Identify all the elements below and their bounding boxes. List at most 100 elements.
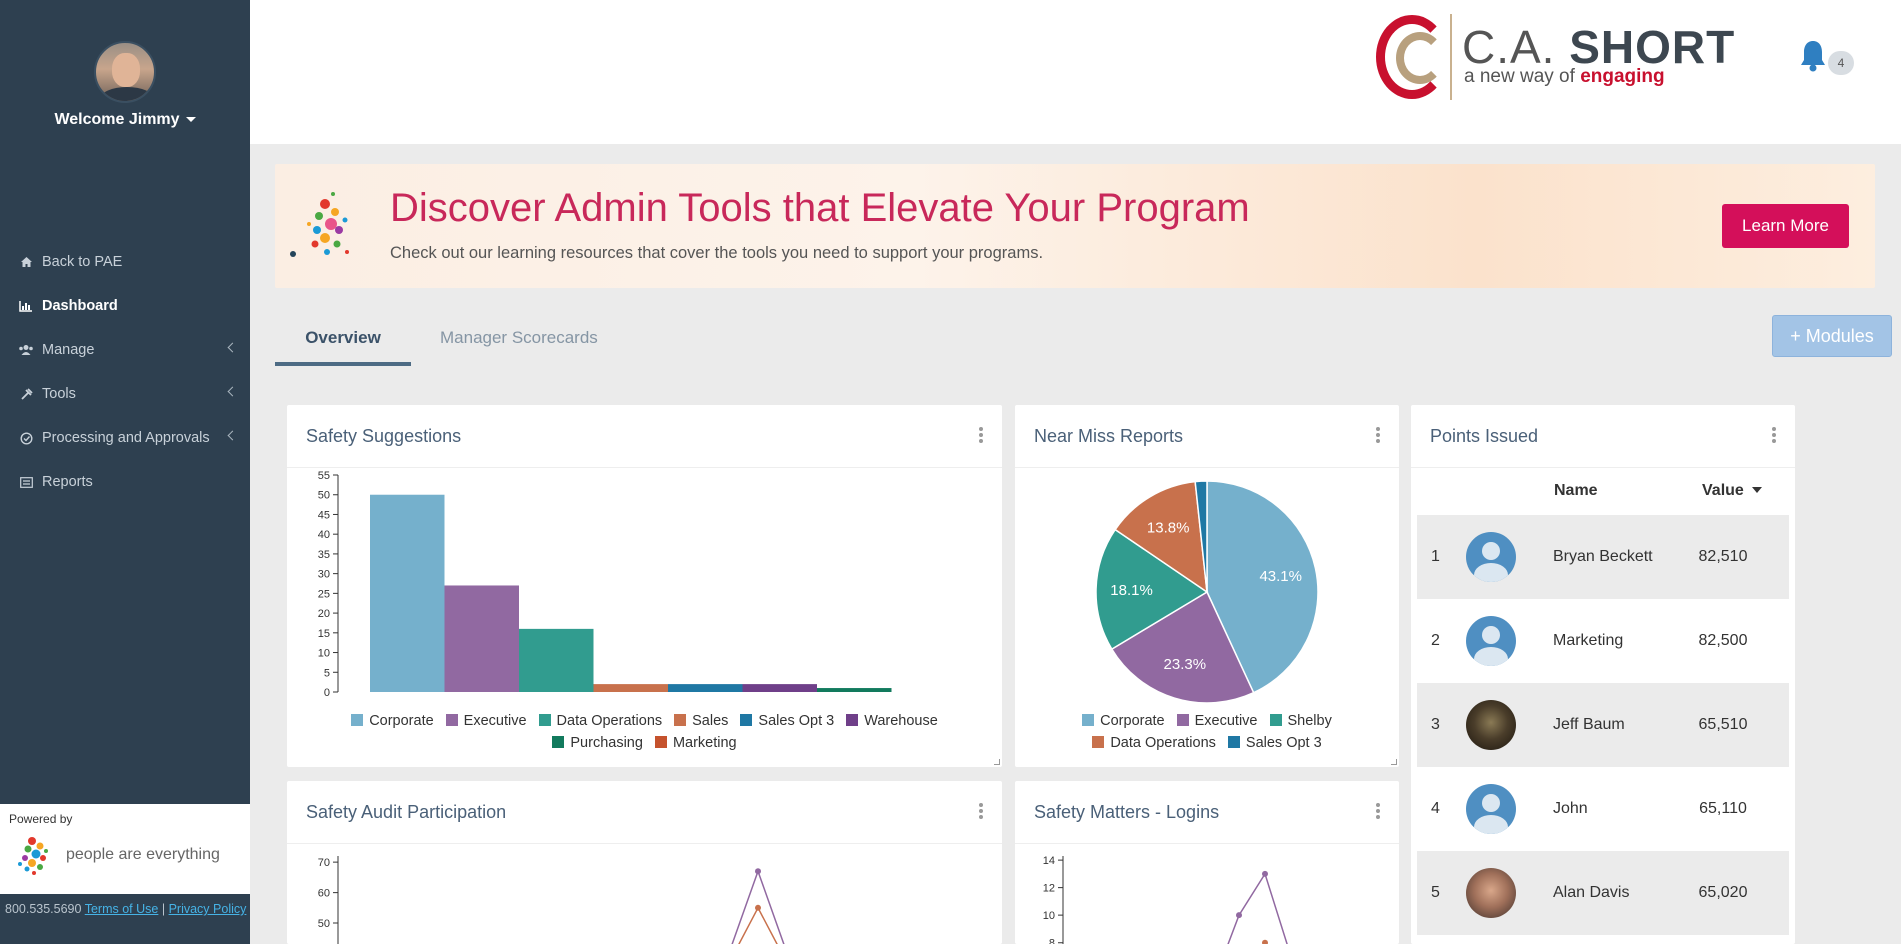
legend-item[interactable]: Executive xyxy=(1176,710,1258,732)
pae-brand-text: people are everything xyxy=(66,846,220,863)
bar xyxy=(742,684,817,692)
y-tick-label: 60 xyxy=(318,888,330,900)
chevron-left-icon xyxy=(227,342,238,353)
column-header-name[interactable]: Name xyxy=(1554,482,1598,499)
table-row[interactable]: 1 Bryan Beckett 82,510 xyxy=(1417,515,1789,599)
near-miss-panel: Near Miss Reports 43.1% 23.3% 18.1% 13.8% C… xyxy=(1015,405,1399,767)
modules-button-label: Modules xyxy=(1805,325,1874,346)
legend-swatch xyxy=(1269,714,1282,726)
logo-ring-gold xyxy=(1396,32,1444,84)
user-menu-toggle[interactable]: Welcome Jimmy xyxy=(0,111,250,129)
kebab-menu-icon[interactable] xyxy=(1376,427,1380,445)
legend-swatch xyxy=(674,714,687,726)
legend-item[interactable]: Purchasing xyxy=(552,732,643,754)
kebab-menu-icon[interactable] xyxy=(1376,803,1380,821)
legend-swatch xyxy=(654,736,667,748)
rank-cell: 2 xyxy=(1431,632,1440,649)
modules-button[interactable]: + Modules xyxy=(1772,315,1892,357)
panel-title: Safety Audit Participation xyxy=(306,802,507,822)
legend-label: Purchasing xyxy=(570,735,643,751)
legend-label: Data Operations xyxy=(556,713,663,729)
sidebar-item-reports[interactable]: Reports xyxy=(0,460,250,504)
resize-handle-icon[interactable] xyxy=(994,759,1000,765)
promo-banner: Discover Admin Tools that Elevate Your P… xyxy=(275,164,1875,288)
series-line xyxy=(1227,872,1288,944)
avatar xyxy=(1466,532,1516,582)
sidebar: Welcome Jimmy Back to PAE Dashboard Mana… xyxy=(0,0,250,944)
legend-item[interactable]: Data Operations xyxy=(1092,732,1216,754)
legend-item[interactable]: Shelby xyxy=(1269,710,1332,732)
legend-swatch xyxy=(1227,736,1240,748)
name-cell: Jeff Baum xyxy=(1553,716,1625,733)
column-header-value[interactable]: Value xyxy=(1702,482,1762,500)
sidebar-item-label: Manage xyxy=(42,342,95,358)
safety-audit-chart: 40506070 xyxy=(318,856,785,944)
legend-item[interactable]: Warehouse xyxy=(846,710,938,732)
caret-down-icon xyxy=(185,117,196,123)
legend-label: Shelby xyxy=(1287,713,1332,729)
kebab-menu-icon[interactable] xyxy=(979,427,983,445)
legend-swatch xyxy=(846,714,859,726)
bell-icon[interactable] xyxy=(1798,38,1828,74)
welcome-text: Welcome Jimmy xyxy=(54,111,180,128)
bar xyxy=(370,494,445,692)
name-cell: Marketing xyxy=(1553,632,1624,649)
sidebar-item-dashboard[interactable]: Dashboard xyxy=(0,284,250,328)
terms-link[interactable]: Terms of Use xyxy=(84,902,159,916)
learn-more-button[interactable]: Learn More xyxy=(1722,204,1849,248)
legend-item[interactable]: Executive xyxy=(445,710,527,732)
kebab-menu-icon[interactable] xyxy=(1772,427,1776,445)
legend-label: Marketing xyxy=(672,735,737,751)
avatar xyxy=(1466,868,1516,918)
legend-item[interactable]: Sales Opt 3 xyxy=(740,710,834,732)
table-row[interactable]: 5 Alan Davis 65,020 xyxy=(1417,851,1789,935)
points-table-body: 1 Bryan Beckett 82,510 2 Marketing 82,500 3 Jef… xyxy=(1417,515,1789,935)
legend-item[interactable]: Sales Opt 3 xyxy=(1227,732,1322,754)
table-row[interactable]: 3 Jeff Baum 65,510 xyxy=(1417,683,1789,767)
legend-item[interactable]: Marketing xyxy=(654,732,737,754)
panel-title: Near Miss Reports xyxy=(1034,426,1184,446)
brand-name: C.A. SHORT xyxy=(1462,21,1736,73)
plus-icon: + xyxy=(1790,325,1801,346)
tab-overview[interactable]: Overview xyxy=(275,324,411,366)
privacy-link[interactable]: Privacy Policy xyxy=(168,902,247,916)
value-cell: 82,500 xyxy=(1698,632,1748,649)
safety-logins-chart: 68101214 xyxy=(1043,855,1288,944)
table-row[interactable]: 2 Marketing 82,500 xyxy=(1417,599,1789,683)
sidebar-item-tools[interactable]: Tools xyxy=(0,372,250,416)
rank-cell: 5 xyxy=(1431,884,1440,901)
sidebar-item-back-to-pae[interactable]: Back to PAE xyxy=(0,240,250,284)
table-row[interactable]: 4 John 65,110 xyxy=(1417,767,1789,851)
user-avatar[interactable] xyxy=(94,41,156,103)
brand-logo[interactable]: C.A. SHORT a new way of engaging xyxy=(1376,12,1734,102)
data-point xyxy=(1262,939,1268,944)
y-tick-label: 30 xyxy=(318,569,330,581)
chart-legend: Corporate Executive Shelby Data Operations S… xyxy=(1015,710,1399,754)
legend-label: Executive xyxy=(1194,713,1258,729)
sidebar-footer: 800.535.5690 Terms of Use | Privacy Poli… xyxy=(5,901,250,918)
resize-handle-icon[interactable] xyxy=(1391,759,1397,765)
sidebar-item-manage[interactable]: Manage xyxy=(0,328,250,372)
check-circle-icon xyxy=(18,431,34,445)
legend-item[interactable]: Corporate xyxy=(351,710,434,732)
bar-chart-icon xyxy=(18,300,34,312)
top-header: C.A. SHORT a new way of engaging 4 xyxy=(250,0,1901,144)
kebab-menu-icon[interactable] xyxy=(979,803,983,821)
rank-cell: 3 xyxy=(1431,716,1440,733)
powered-by-label: Powered by xyxy=(9,812,73,826)
legend-label: Sales xyxy=(692,713,729,729)
panel-title: Points Issued xyxy=(1430,426,1539,446)
chevron-left-icon xyxy=(227,430,238,441)
sidebar-item-label: Reports xyxy=(42,474,93,490)
tab-manager-scorecards[interactable]: Manager Scorecards xyxy=(440,328,598,347)
sidebar-item-processing[interactable]: Processing and Approvals xyxy=(0,416,250,460)
notification-badge[interactable]: 4 xyxy=(1828,51,1854,75)
legend-swatch xyxy=(552,736,565,748)
legend-item[interactable]: Corporate xyxy=(1082,710,1165,732)
safety-suggestions-panel: Safety Suggestions 0 5 10 15 20 25 30 35 40 45 50 5… xyxy=(287,405,1002,767)
legend-item[interactable]: Data Operations xyxy=(538,710,663,732)
slice-label: 23.3% xyxy=(1164,656,1207,673)
legend-item[interactable]: Sales xyxy=(674,710,728,732)
y-tick-label: 70 xyxy=(318,857,330,869)
name-cell: John xyxy=(1553,800,1588,817)
